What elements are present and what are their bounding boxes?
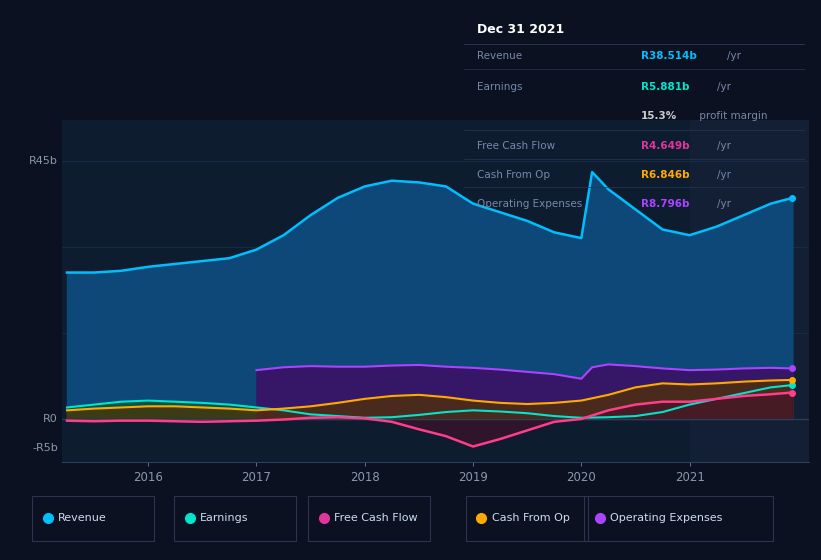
Text: R38.514b: R38.514b <box>641 52 697 62</box>
Text: R0: R0 <box>43 414 57 424</box>
Text: Earnings: Earnings <box>200 513 249 523</box>
Text: /yr: /yr <box>717 141 731 151</box>
Text: Dec 31 2021: Dec 31 2021 <box>478 23 565 36</box>
Text: R5.881b: R5.881b <box>641 82 690 92</box>
Text: R8.796b: R8.796b <box>641 199 690 208</box>
Text: /yr: /yr <box>727 52 741 62</box>
Text: /yr: /yr <box>717 170 731 180</box>
Text: /yr: /yr <box>717 199 731 208</box>
Text: R45b: R45b <box>29 156 57 166</box>
Text: R6.846b: R6.846b <box>641 170 690 180</box>
Text: Earnings: Earnings <box>478 82 523 92</box>
Text: Cash From Op: Cash From Op <box>492 513 570 523</box>
Text: Revenue: Revenue <box>58 513 107 523</box>
Text: R4.649b: R4.649b <box>641 141 690 151</box>
Text: Free Cash Flow: Free Cash Flow <box>478 141 556 151</box>
Text: Free Cash Flow: Free Cash Flow <box>334 513 418 523</box>
Bar <box>690 120 819 462</box>
Text: Operating Expenses: Operating Expenses <box>610 513 722 523</box>
Text: -R5b: -R5b <box>32 442 57 452</box>
Text: profit margin: profit margin <box>695 111 767 120</box>
Text: Operating Expenses: Operating Expenses <box>478 199 583 208</box>
Text: /yr: /yr <box>717 82 731 92</box>
Text: Revenue: Revenue <box>478 52 523 62</box>
Text: Cash From Op: Cash From Op <box>478 170 551 180</box>
Text: 15.3%: 15.3% <box>641 111 677 120</box>
